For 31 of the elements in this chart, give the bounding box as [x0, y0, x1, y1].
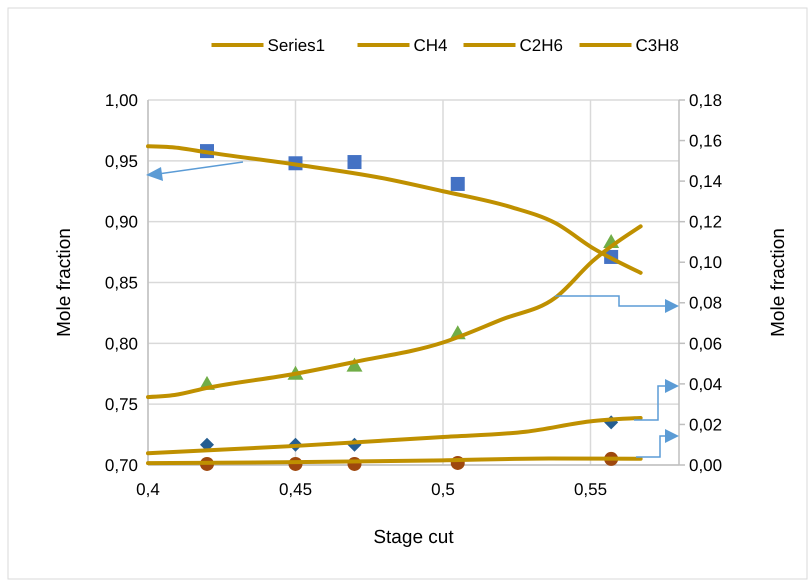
y2-tick-label: 0,04	[689, 374, 722, 394]
y2-axis-title: Mole fraction	[768, 228, 789, 337]
y-tick-label: 0,85	[104, 273, 138, 292]
y2-tick-label: 0,14	[689, 172, 722, 192]
y-tick-label: 0,95	[104, 152, 138, 171]
y-tick-label: 0,75	[104, 395, 138, 414]
y2-tick-label: 0,16	[689, 132, 722, 151]
y2-tick-label: 0,08	[689, 294, 722, 313]
point	[450, 176, 465, 191]
y2-tick-label: 0,02	[689, 415, 722, 434]
line-series	[146, 416, 643, 456]
point	[348, 155, 362, 170]
x-tick-label: 0,4	[136, 480, 160, 499]
legend-label: Series1	[268, 36, 326, 55]
y-tick-label: 0,90	[104, 212, 138, 232]
y-tick-label: 0,80	[104, 334, 138, 354]
x-tick-label: 0,55	[574, 480, 608, 499]
y2-tick-label: 0,18	[689, 90, 722, 110]
y-tick-label: 1,00	[104, 90, 138, 110]
x-axis-title: Stage cut	[373, 527, 454, 548]
y-axis-title: Mole fraction	[54, 228, 75, 337]
y-tick-label: 0,70	[104, 456, 138, 475]
legend-label: CH4	[414, 36, 448, 55]
y2-tick-label: 0,06	[689, 334, 722, 354]
legend-label: C3H8	[636, 36, 679, 55]
legend-label: C2H6	[520, 36, 563, 55]
y2-tick-label: 0,12	[689, 212, 722, 232]
x-tick-label: 0,5	[431, 480, 455, 499]
y2-tick-label: 0,10	[689, 253, 722, 272]
y2-tick-label: 0,00	[689, 456, 722, 475]
x-tick-label: 0,45	[278, 480, 312, 499]
